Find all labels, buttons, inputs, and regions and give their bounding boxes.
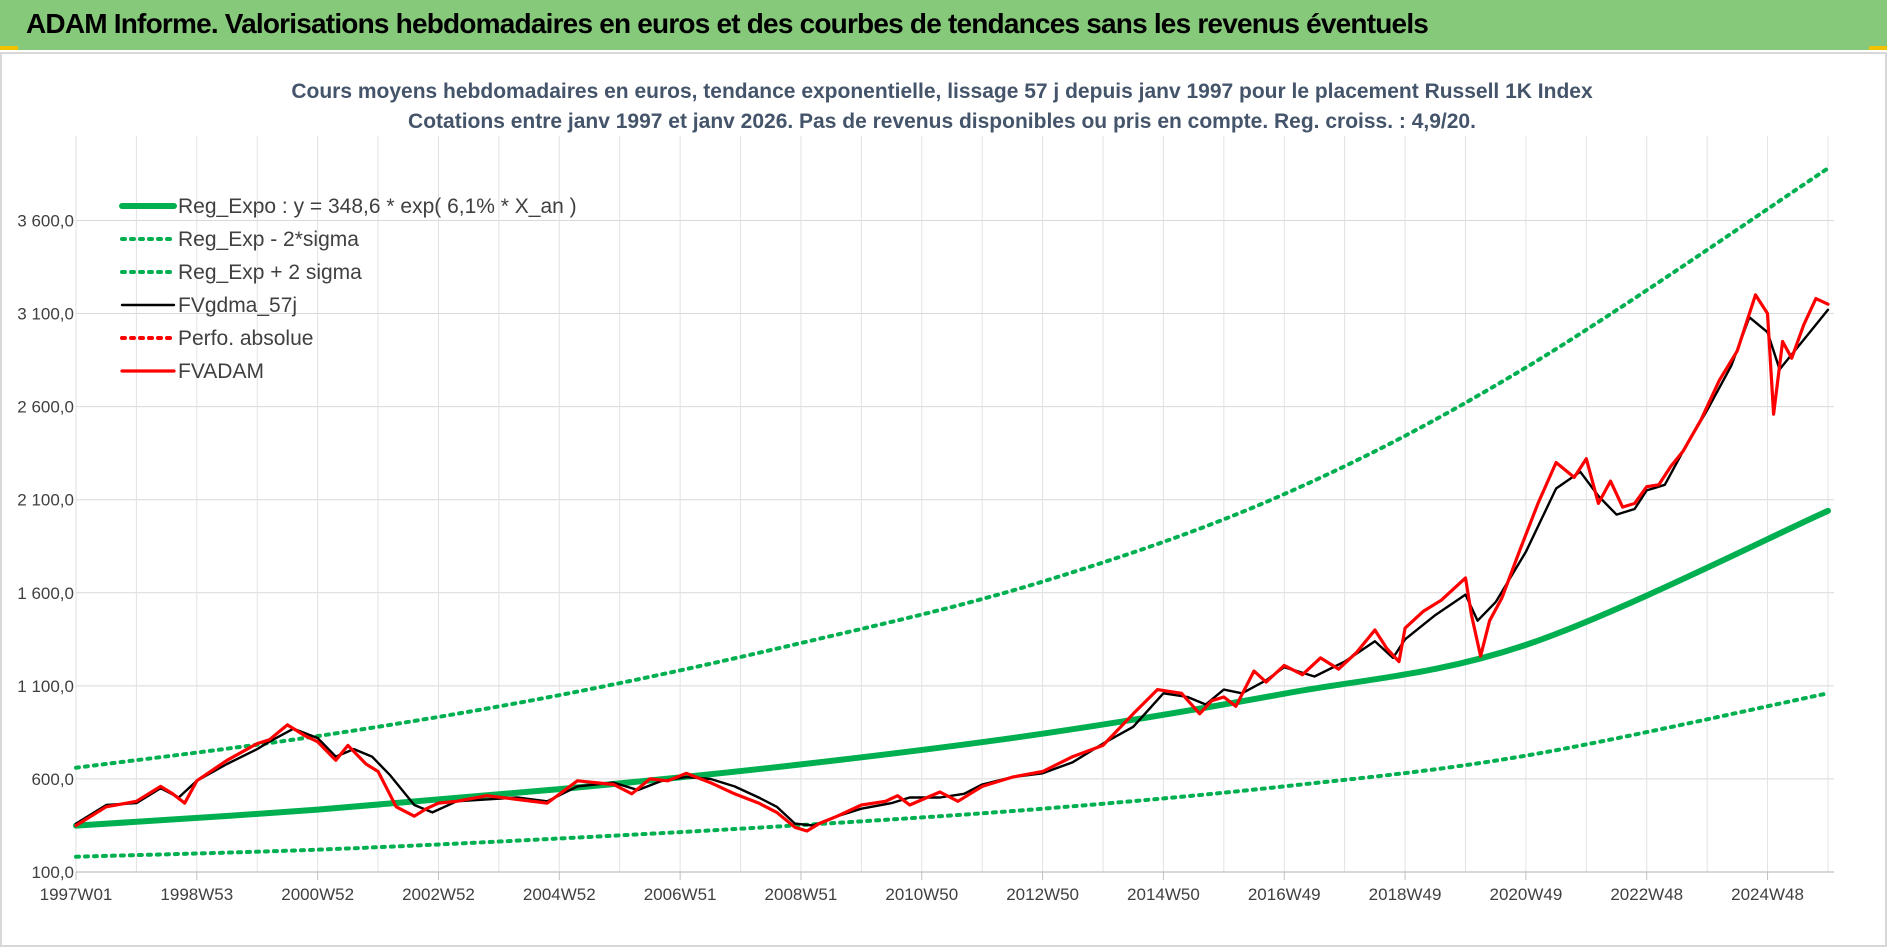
x-tick-label: 2010W50: [885, 885, 958, 904]
banner-accent-right: [1869, 46, 1887, 50]
series-line-2: [74, 166, 1830, 770]
chart-title: Cours moyens hebdomadaires en euros, ten…: [291, 80, 1593, 103]
y-tick-label: 1 100,0: [17, 677, 74, 696]
x-tick-label: 1998W53: [160, 885, 233, 904]
y-tick-label: 3 600,0: [17, 211, 74, 230]
report-title: ADAM Informe. Valorisations hebdomadaire…: [26, 8, 1429, 39]
y-tick-label: 1 600,0: [17, 584, 74, 603]
x-tick-label: 2018W49: [1369, 885, 1442, 904]
x-tick-label: 2002W52: [402, 885, 475, 904]
x-tick-label: 2000W52: [281, 885, 354, 904]
x-tick-label: 2022W48: [1610, 885, 1683, 904]
line-chart: Cours moyens hebdomadaires en euros, ten…: [17, 80, 1834, 904]
x-tick-label: 2020W49: [1490, 885, 1563, 904]
x-tick-label: 2012W50: [1006, 885, 1079, 904]
legend-label: Perfo. absolue: [178, 327, 313, 350]
x-tick-label: 2016W49: [1248, 885, 1321, 904]
y-tick-label: 600,0: [31, 770, 74, 789]
y-tick-label: 2 100,0: [17, 491, 74, 510]
legend-label: Reg_Exp - 2*sigma: [178, 228, 359, 251]
x-tick-label: 2024W48: [1731, 885, 1804, 904]
series-line-0: [73, 507, 1831, 829]
y-tick-label: 100,0: [31, 863, 74, 882]
legend: Reg_Expo : y = 348,6 * exp( 6,1% * X_an …: [119, 195, 577, 383]
y-tick-label: 3 100,0: [17, 305, 74, 324]
x-tick-label: 2014W50: [1127, 885, 1200, 904]
series-line-1: [74, 691, 1830, 859]
x-axis-ticks: 1997W01 1998W53 2000W52 2002W52 2004W52 2006W…: [40, 872, 1804, 904]
banner-accent-left: [0, 46, 18, 50]
legend-label: FVgdma_57j: [178, 294, 297, 317]
chart-subtitle: Cotations entre janv 1997 et janv 2026. …: [408, 110, 1476, 133]
y-tick-label: 2 600,0: [17, 398, 74, 417]
y-axis-ticks: 100,0 600,0 1 100,0 1 600,0 2 100,0 2 600,0 3 …: [17, 211, 74, 882]
legend-label: Reg_Expo : y = 348,6 * exp( 6,1% * X_an …: [178, 195, 577, 218]
x-tick-label: 2006W51: [644, 885, 717, 904]
series-line-3: [74, 308, 1830, 827]
series-lines: [73, 166, 1831, 859]
report-banner: ADAM Informe. Valorisations hebdomadaire…: [0, 0, 1887, 50]
legend-label: FVADAM: [178, 360, 264, 383]
x-tick-label: 2008W51: [765, 885, 838, 904]
legend-label: Reg_Exp + 2 sigma: [178, 261, 362, 284]
x-tick-label: 2004W52: [523, 885, 596, 904]
series-line-5: [74, 293, 1830, 833]
x-tick-label: 1997W01: [40, 885, 113, 904]
chart-area: Cours moyens hebdomadaires en euros, ten…: [0, 52, 1887, 947]
